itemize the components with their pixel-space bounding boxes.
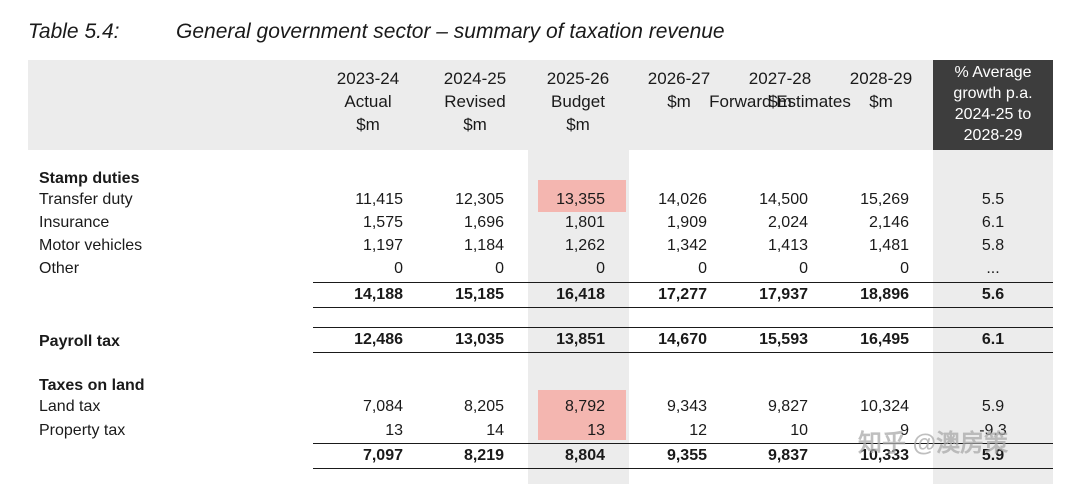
table-title: General government sector – summary of t… [176, 20, 725, 43]
table-number: Table 5.4: [28, 20, 120, 43]
growth-header: % Average growth p.a. 2024-25 to 2028-29 [953, 64, 1033, 144]
rule-stamp-total-bottom [313, 307, 1053, 308]
rule-payroll-top [313, 327, 1053, 328]
header-band [28, 60, 933, 150]
col-header-2028-29: 2028-29 $m [849, 69, 913, 111]
section-heading-taxes-on-land: Taxes on land [39, 377, 145, 394]
section-heading-stamp-duties: Stamp duties [39, 170, 140, 187]
col-header-2023-24: 2023-24 Actual $m [336, 69, 400, 134]
rule-stamp-total-top [313, 282, 1053, 283]
rule-payroll-bottom [313, 352, 1053, 353]
highlight-land-tax-budget [538, 390, 626, 440]
col-header-2024-25: 2024-25 Revised $m [443, 69, 507, 134]
rule-land-total-top [313, 443, 1053, 444]
highlight-transfer-duty-budget [538, 180, 626, 212]
col-header-2027-28: 2027-28 $m [748, 69, 812, 111]
rule-land-total-bottom [313, 468, 1053, 469]
col-header-2026-27: 2026-27 $m [647, 69, 711, 111]
growth-header-band [933, 60, 1053, 150]
forward-estimates-label: Forward Estimates [709, 92, 851, 111]
watermark: 知乎 @澳房策 [858, 430, 1009, 457]
col-header-2025-26: 2025-26 Budget $m [546, 69, 610, 134]
growth-column-band [933, 150, 1053, 484]
